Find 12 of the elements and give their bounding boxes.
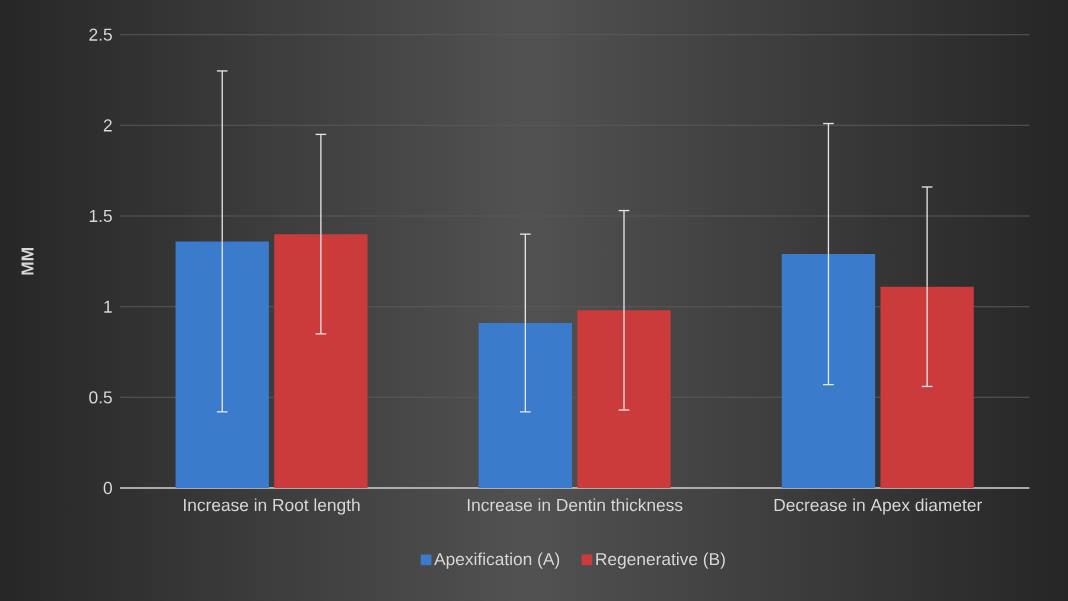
x-tick-label: Decrease in Apex diameter [774,498,982,515]
y-tick-label: 2 [103,119,112,132]
y-tick-label: 0.5 [89,391,112,404]
legend-label: Regenerative (B) [596,552,725,569]
x-tick-label: Increase in Root length [184,498,360,515]
y-tick-label: 1.5 [89,209,112,222]
legend-label: Apexification (A) [434,552,560,569]
y-tick-label: 2.5 [89,28,112,41]
x-tick-label: Increase in Dentin thickness [467,498,683,511]
y-tick-label: 0 [103,481,112,494]
y-tick-label: 1 [104,300,112,313]
y-axis-title: MM [21,247,34,275]
